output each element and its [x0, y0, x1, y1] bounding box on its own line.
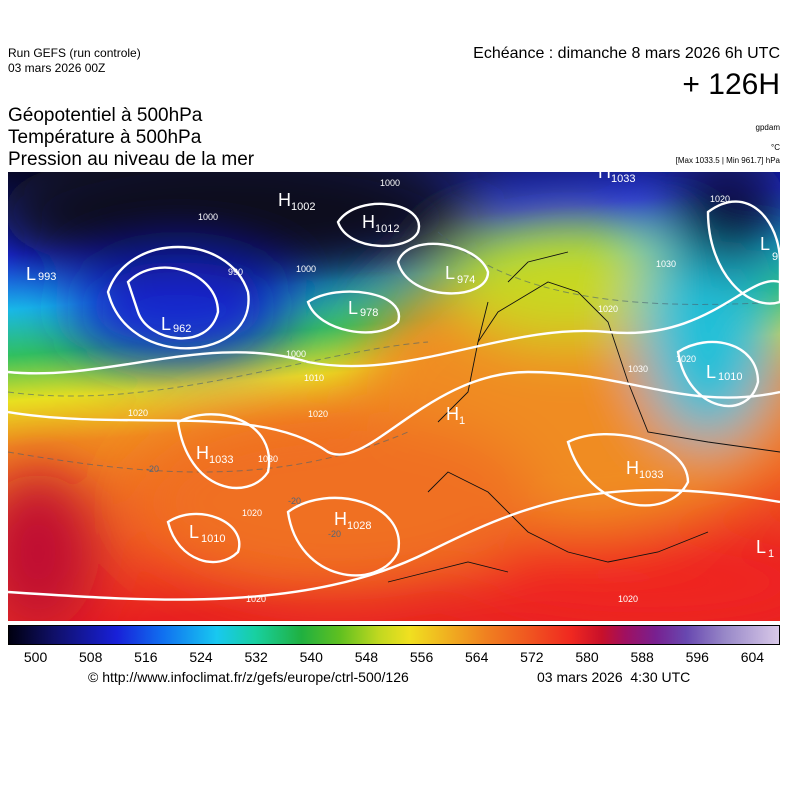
- isobar-label: 1020: [246, 594, 266, 604]
- isobar-label: 1020: [128, 408, 148, 418]
- issue-date: 03 mars 2026 4:30 UTC: [537, 669, 691, 685]
- isobar-label: 1020: [676, 354, 696, 364]
- center-value: 993: [38, 271, 56, 283]
- temperature-label: -20: [328, 529, 341, 539]
- isobar-label: 1000: [296, 264, 316, 274]
- colorbar-tick-label: 524: [189, 649, 213, 665]
- center-value: 1033: [209, 454, 233, 466]
- center-letter: L: [161, 314, 171, 334]
- isobar-labels: 1000 1000 990 1000 1000 1010 1020 1020 1…: [128, 178, 730, 604]
- center-letter: H: [626, 458, 639, 478]
- center-value: 1: [768, 548, 774, 560]
- colorbar-tick-label: 580: [575, 649, 599, 665]
- center-letter: H: [334, 509, 347, 529]
- isobar-label: 1030: [656, 259, 676, 269]
- field-name: Géopotentiel à 500hPa: [8, 105, 203, 126]
- center-letter: H: [196, 443, 209, 463]
- isobar-label: 1030: [258, 454, 278, 464]
- center-letter: H: [362, 212, 375, 232]
- center-letter: L: [189, 522, 199, 542]
- colorbar-tick-label: 596: [685, 649, 709, 665]
- colorbar-tick-label: 532: [244, 649, 268, 665]
- colorbar-tick-label: 516: [134, 649, 158, 665]
- isobar-label: 1000: [286, 349, 306, 359]
- valid-time: Echéance : dimanche 8 mars 2026 6h UTC: [473, 45, 780, 62]
- center-letter: H: [598, 172, 611, 182]
- center-value: 978: [360, 307, 378, 319]
- colorbar-tick-label: 540: [299, 649, 323, 665]
- source-url: © http://www.infoclimat.fr/z/gefs/europe…: [88, 669, 409, 685]
- center-letter: L: [706, 362, 716, 382]
- pressure-centers: H 1002 H 1012 L 974 L 993 L 962 L 978 H 1033 L9…: [26, 172, 778, 560]
- isobar-label: 1010: [304, 373, 324, 383]
- isobar-label: 1000: [198, 212, 218, 222]
- center-value: 1033: [611, 173, 635, 185]
- colorbar-tick-label: 588: [630, 649, 654, 665]
- colorbar: [8, 625, 780, 645]
- isobar-label: 990: [228, 267, 243, 277]
- isobar-label: 1020: [618, 594, 638, 604]
- isobar-label: 1020: [242, 508, 262, 518]
- center-letter: L: [760, 234, 770, 254]
- center-letter: L: [445, 263, 455, 283]
- center-value: 1010: [718, 371, 742, 383]
- center-value: 974: [457, 274, 475, 286]
- colorbar-tick-label: 604: [740, 649, 765, 665]
- run-name: Run GEFS (run controle): [8, 46, 141, 60]
- center-letter: H: [278, 190, 291, 210]
- isobar-label: 1030: [628, 364, 648, 374]
- center-letter: L: [756, 537, 766, 557]
- colorbar-tick-label: 564: [465, 649, 489, 665]
- colorbar-tick-label: 548: [354, 649, 379, 665]
- center-letter: H: [446, 404, 459, 424]
- unit: [Max 1033.5 | Min 961.7] hPa: [675, 156, 780, 165]
- colorbar-tick-label: 500: [23, 649, 48, 665]
- temperature-label: -20: [146, 464, 159, 474]
- center-letter: L: [348, 298, 358, 318]
- run-date: 03 mars 2026 00Z: [8, 61, 106, 75]
- colorbar-tick-label: 508: [79, 649, 103, 665]
- center-letter: L: [26, 264, 36, 284]
- isobar-label: 1000: [380, 178, 400, 188]
- map: H 1002 H 1012 L 974 L 993 L 962 L 978 H 1033 L9…: [8, 172, 780, 621]
- center-value: 962: [173, 323, 191, 335]
- center-value: 1010: [201, 533, 225, 545]
- colorbar-tick-label: 556: [409, 649, 434, 665]
- field-name: Pression au niveau de la mer: [8, 149, 255, 170]
- center-value: 1012: [375, 223, 399, 235]
- center-value: 1033: [639, 469, 663, 481]
- field-name: Température à 500hPa: [8, 127, 202, 148]
- center-value: 1028: [347, 520, 371, 532]
- unit: °C: [771, 143, 780, 152]
- isobar-label: 1020: [710, 194, 730, 204]
- isobar-label: 1020: [308, 409, 328, 419]
- temperature-label: -20: [288, 496, 301, 506]
- lead-time: + 126H: [682, 68, 780, 101]
- colorbar-tick-label: 572: [520, 649, 544, 665]
- center-value: 1002: [291, 201, 315, 213]
- center-value: 9: [772, 251, 778, 263]
- unit: gpdam: [755, 123, 780, 132]
- isobar-label: 1020: [598, 304, 618, 314]
- center-value: 1: [459, 415, 465, 427]
